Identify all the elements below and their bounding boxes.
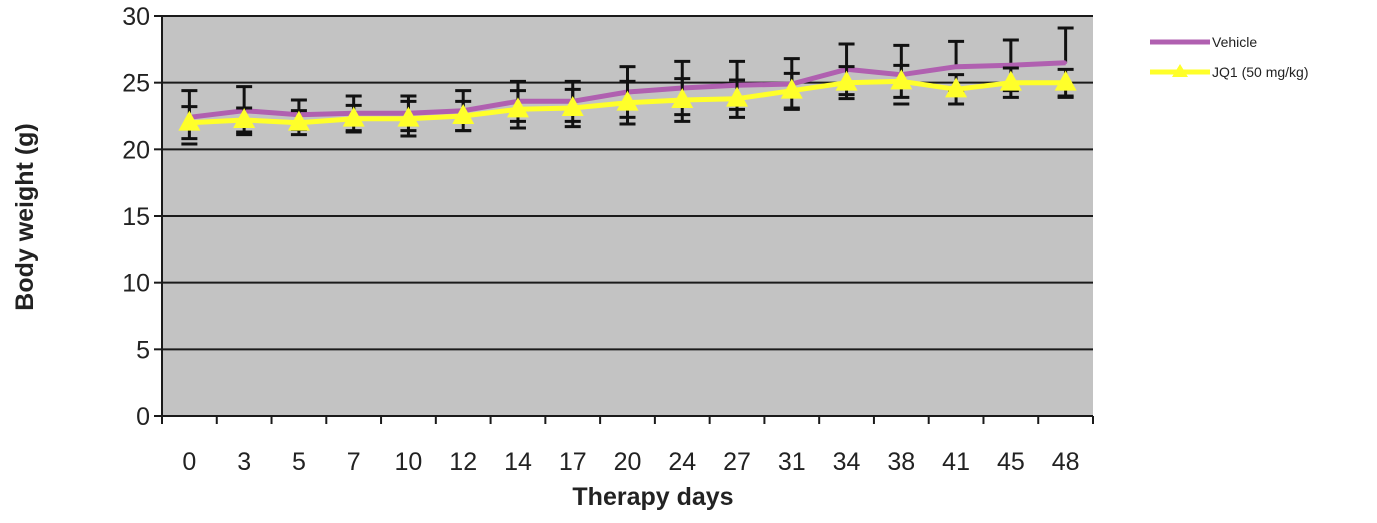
legend: Vehicle JQ1 (50 mg/kg) xyxy=(1150,34,1308,80)
x-tick-label: 12 xyxy=(449,448,477,476)
data-point xyxy=(233,108,256,128)
series-layer xyxy=(178,26,1077,146)
legend-item: Vehicle xyxy=(1150,34,1257,50)
grid-lines xyxy=(162,15,1093,351)
data-point xyxy=(780,78,803,99)
x-tick-label: 14 xyxy=(504,448,532,476)
y-axis-title: Body weight (g) xyxy=(11,123,39,310)
data-point xyxy=(397,106,420,127)
y-tick-label: 20 xyxy=(122,136,150,164)
x-tick-label: 3 xyxy=(237,448,251,476)
data-point xyxy=(1054,70,1077,91)
data-point xyxy=(1064,61,1068,65)
x-tick-label: 5 xyxy=(292,448,306,476)
legend-marker xyxy=(1172,64,1188,77)
axes: 0 5 10 15 20 25 30 0 3 5 7 10 12 14 17 20 24 27 31 34 38 41 45… xyxy=(122,3,1094,476)
legend-label: Vehicle xyxy=(1212,34,1257,50)
x-tick-label: 10 xyxy=(395,448,423,476)
y-tick-label: 25 xyxy=(122,70,150,98)
x-tick-label: 7 xyxy=(347,448,361,476)
x-tick-label: 34 xyxy=(833,448,861,476)
x-tick-label: 17 xyxy=(559,448,587,476)
data-point xyxy=(890,69,913,90)
x-tick-label: 48 xyxy=(1052,448,1080,476)
data-point xyxy=(726,86,749,107)
data-point xyxy=(835,70,858,91)
data-point xyxy=(999,70,1022,91)
data-point xyxy=(616,90,639,111)
data-point xyxy=(954,65,958,69)
data-point xyxy=(342,106,365,127)
legend-label: JQ1 (50 mg/kg) xyxy=(1212,64,1308,80)
y-tick-label: 30 xyxy=(122,3,150,31)
x-tick-label: 20 xyxy=(614,448,642,476)
legend-item: JQ1 (50 mg/kg) xyxy=(1150,64,1308,80)
y-tick-label: 5 xyxy=(136,336,150,364)
data-point xyxy=(1009,63,1013,67)
x-tick-label: 24 xyxy=(668,448,696,476)
data-point xyxy=(945,77,968,98)
data-point xyxy=(452,104,475,124)
series-jq1 xyxy=(178,63,1077,141)
data-point xyxy=(561,96,584,116)
x-tick-label: 31 xyxy=(778,448,806,476)
data-point xyxy=(178,110,201,131)
y-tick-label: 15 xyxy=(122,203,150,231)
x-tick-label: 0 xyxy=(182,448,196,476)
y-tick-label: 0 xyxy=(136,403,150,431)
data-point xyxy=(671,88,694,108)
x-axis-title: Therapy days xyxy=(572,483,733,511)
x-tick-label: 41 xyxy=(942,448,970,476)
y-tick-label: 10 xyxy=(122,270,150,298)
x-tick-label: 45 xyxy=(997,448,1025,476)
data-point xyxy=(506,97,529,118)
x-tick-label: 38 xyxy=(887,448,915,476)
x-tick-label: 27 xyxy=(723,448,751,476)
data-point xyxy=(287,110,310,131)
